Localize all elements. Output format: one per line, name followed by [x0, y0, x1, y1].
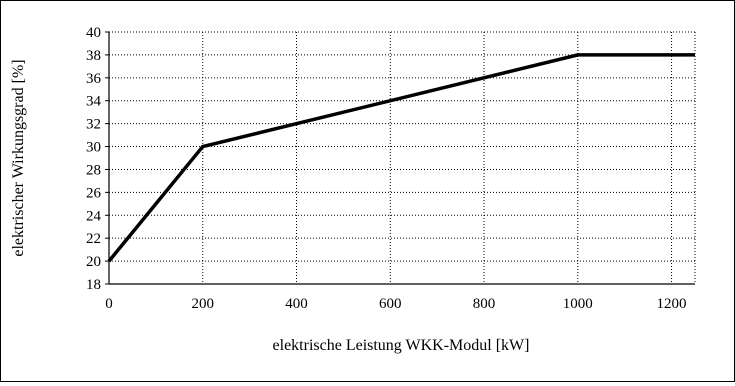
y-tick-label: 20 [86, 254, 101, 270]
x-tick-label: 800 [473, 296, 496, 312]
series-line-0 [107, 53, 695, 263]
y-tick-label: 40 [86, 25, 101, 41]
y-tick-label: 28 [86, 162, 101, 178]
x-tick-label: 0 [105, 296, 113, 312]
x-tick-label: 1200 [657, 296, 687, 312]
y-tick-label: 24 [86, 208, 102, 224]
series-layer [107, 53, 695, 263]
y-tick-label: 34 [86, 94, 102, 110]
y-tick-label: 36 [86, 71, 102, 87]
y-axis-title: elektrischer Wirkungsgrad [%] [10, 59, 27, 256]
y-tick-label: 22 [86, 231, 101, 247]
y-tick-label: 38 [86, 48, 101, 64]
x-tick-label: 400 [285, 296, 308, 312]
y-tick-label: 30 [86, 140, 101, 156]
x-tick-label: 1000 [563, 296, 593, 312]
grid-layer [105, 31, 696, 285]
x-axis-title: elektrische Leistung WKK-Modul [kW] [273, 337, 530, 354]
y-tick-label: 26 [86, 185, 102, 201]
x-tick-label: 600 [379, 296, 402, 312]
x-tick-label: 200 [192, 296, 215, 312]
y-tick-label: 32 [86, 117, 101, 133]
y-tick-label: 18 [86, 277, 101, 293]
